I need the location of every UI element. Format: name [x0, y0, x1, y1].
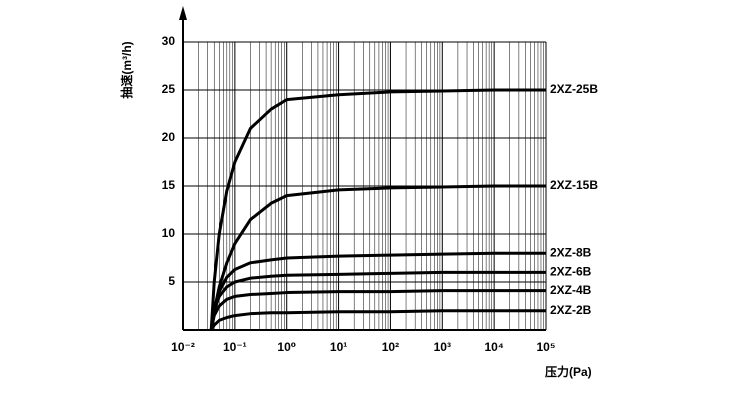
y-tick-label: 15 — [162, 178, 176, 192]
series-label: 2XZ-8B — [550, 245, 592, 259]
series-line — [209, 251, 546, 331]
series-line — [209, 289, 546, 331]
x-tick-label: 10¹ — [330, 340, 347, 354]
y-tick-label: 25 — [162, 82, 176, 96]
series-line — [209, 88, 546, 331]
x-tick-label: 10⁻² — [171, 340, 195, 354]
series-label: 2XZ-25B — [550, 82, 598, 96]
x-axis-label: 压力(Pa) — [545, 364, 592, 379]
x-tick-label: 10⁴ — [484, 340, 503, 354]
y-tick-label: 10 — [162, 226, 176, 240]
series-label: 2XZ-6B — [550, 265, 592, 279]
x-tick-label: 10⁰ — [277, 340, 296, 354]
series-line — [209, 184, 546, 331]
y-tick-label: 20 — [162, 130, 176, 144]
x-tick-label: 10⁵ — [537, 340, 556, 354]
series-line — [209, 270, 546, 331]
x-tick-label: 10³ — [434, 340, 451, 354]
series-label: 2XZ-15B — [550, 178, 598, 192]
x-tick-label: 10⁻¹ — [223, 340, 247, 354]
x-tick-label: 10² — [382, 340, 399, 354]
series-label: 2XZ-2B — [550, 303, 592, 317]
series-label: 2XZ-4B — [550, 283, 592, 297]
y-axis-label: 抽速(m³/h) — [119, 41, 134, 98]
y-tick-label: 30 — [162, 34, 176, 48]
series-line — [209, 309, 546, 331]
y-tick-label: 5 — [168, 274, 175, 288]
